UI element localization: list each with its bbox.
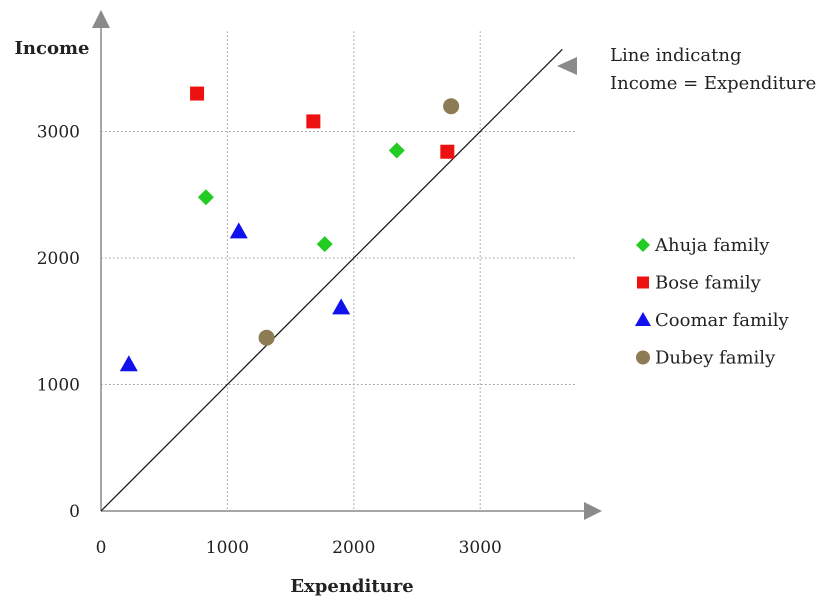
y-axis-arrow-icon [92,10,110,28]
annotation-line-2: Income = Expenditure [610,73,816,94]
x-tick-label: 3000 [459,538,502,558]
coomar-point [119,355,138,372]
annotation-line-1: Line indicatng [610,45,741,66]
x-tick-label: 0 [96,538,107,558]
tick-labels: 0 1000 2000 3000 0 1000 2000 3000 [37,123,502,559]
legend-dubey-marker [636,350,650,365]
gridlines [101,31,576,511]
x-axis-label: Expenditure [290,576,413,597]
dubey-point [443,98,460,115]
legend-coomar-label: Coomar family [655,310,790,331]
legend-coomar-marker [635,312,651,326]
x-axis-arrow-icon [584,502,602,520]
bose-point [440,144,455,159]
coomar-point [332,298,351,315]
legend-ahuja-label: Ahuja family [654,235,770,256]
y-tick-label: 2000 [37,249,80,269]
y-tick-label: 3000 [37,123,80,143]
legend-bose-marker [637,276,649,289]
ahuja-point [316,236,333,253]
reference-line-annotation: Line indicatng Income = Expenditure [557,45,816,94]
annotation-arrow-icon [557,57,577,75]
legend: Ahuja family Bose family Coomar family Dube… [635,235,790,369]
reference-line [100,48,563,512]
x-tick-label: 1000 [206,538,249,558]
axes [92,10,602,520]
bose-point [190,86,205,101]
y-axis-label: Income [15,38,90,59]
ahuja-point [197,189,214,206]
legend-ahuja-marker [636,238,650,252]
coomar-point [229,222,248,239]
y-tick-label: 0 [69,502,80,522]
y-tick-label: 1000 [37,376,80,396]
legend-bose-label: Bose family [655,273,762,294]
ahuja-point [388,142,405,159]
data-points [119,86,460,372]
x-tick-label: 2000 [332,538,375,558]
dubey-point [258,329,275,346]
legend-dubey-label: Dubey family [655,348,776,369]
bose-point [306,114,321,129]
